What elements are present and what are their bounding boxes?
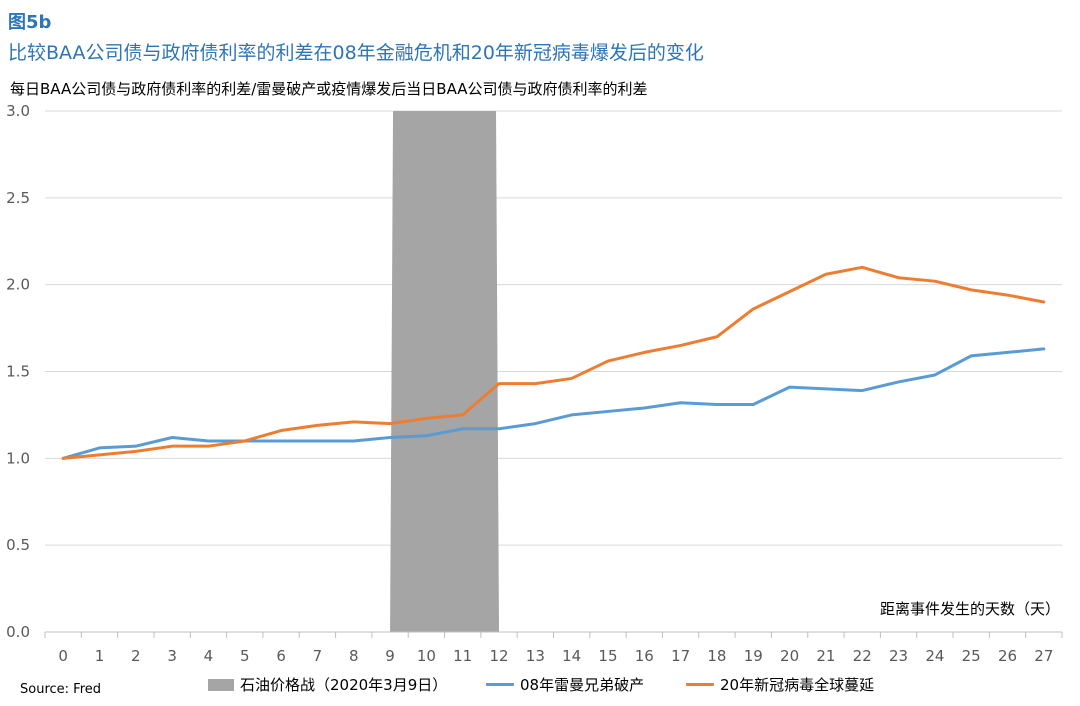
- y-tick-label: 0.5: [6, 536, 30, 554]
- x-tick-label: 18: [707, 647, 726, 665]
- x-tick-label: 23: [889, 647, 908, 665]
- x-tick-label: 5: [240, 647, 250, 665]
- legend-swatch-blue: [486, 683, 514, 686]
- legend-label: 20年新冠病毒全球蔓延: [720, 676, 875, 694]
- y-tick-label: 2.5: [6, 189, 30, 207]
- x-tick-label: 21: [816, 647, 835, 665]
- y-tick-labels: 0.0 0.5 1.0 1.5 2.0 2.5 3.0: [6, 102, 30, 641]
- series-line-covid: [61, 265, 1046, 460]
- x-tick-label: 22: [853, 647, 872, 665]
- x-tick-label: 14: [562, 647, 581, 665]
- x-axis-title: 距离事件发生的天数（天）: [880, 600, 1060, 618]
- x-tick-label: 16: [635, 647, 654, 665]
- gridlines: [45, 110, 1062, 546]
- y-tick-label: 1.0: [6, 449, 30, 467]
- legend-label: 石油价格战（2020年3月9日）: [240, 676, 448, 694]
- y-tick-label: 2.0: [6, 276, 30, 294]
- x-tick-label: 9: [385, 647, 395, 665]
- chart-subtitle: 每日BAA公司债与政府债利率的利差/雷曼破产或疫情爆发后当日BAA公司债与政府债…: [10, 80, 648, 98]
- figure-title: 比较BAA公司债与政府债利率的利差在08年金融危机和20年新冠病毒爆发后的变化: [8, 42, 704, 64]
- x-tick-label: 13: [526, 647, 545, 665]
- x-tick-label: 20: [780, 647, 799, 665]
- legend-item-lehman: 08年雷曼兄弟破产: [486, 674, 644, 695]
- series-layer: [61, 265, 1046, 460]
- y-tick-label: 0.0: [6, 623, 30, 641]
- x-tick-label: 2: [131, 647, 141, 665]
- x-tick-label: 15: [598, 647, 617, 665]
- source-note: Source: Fred: [20, 682, 102, 697]
- figure-label: 图5b: [8, 12, 52, 33]
- legend-label: 08年雷曼兄弟破产: [520, 676, 645, 694]
- x-tick-label: 8: [349, 647, 359, 665]
- x-tick-label: 1: [95, 647, 105, 665]
- x-tick-label: 17: [671, 647, 690, 665]
- x-tick-label: 12: [489, 647, 508, 665]
- axis-layer: [44, 631, 1063, 638]
- x-tick-label: 6: [276, 647, 286, 665]
- x-tick-label: 11: [453, 647, 472, 665]
- series-line-lehman: [61, 347, 1046, 460]
- legend-swatch-orange: [686, 683, 714, 686]
- legend-swatch-gray: [208, 678, 234, 691]
- x-tick-label: 7: [313, 647, 323, 665]
- legend-item-oil-price-war: 石油价格战（2020年3月9日）: [208, 674, 447, 695]
- x-tick-label: 27: [1034, 647, 1053, 665]
- x-tick-label: 4: [204, 647, 214, 665]
- x-tick-label: 0: [58, 647, 68, 665]
- x-tick-label: 25: [962, 647, 981, 665]
- legend: 石油价格战（2020年3月9日） 08年雷曼兄弟破产 20年新冠病毒全球蔓延: [0, 674, 1080, 696]
- y-tick-label: 3.0: [6, 102, 30, 120]
- x-tick-label: 10: [417, 647, 436, 665]
- x-tick-label: 26: [998, 647, 1017, 665]
- y-tick-label: 1.5: [6, 363, 30, 381]
- legend-item-covid: 20年新冠病毒全球蔓延: [686, 674, 874, 695]
- shaded-region-oil-price-war: [390, 111, 500, 632]
- shaded-region-layer: [390, 111, 500, 632]
- x-tick-label: 24: [925, 647, 944, 665]
- x-tick-labels: 0 1 2 3 4 5 6 7 8 9 10 11 12 13 14 15 16 17 18 19 20 21 22 23 24…: [58, 647, 1053, 665]
- x-tick-label: 3: [167, 647, 177, 665]
- x-tick-label: 19: [744, 647, 763, 665]
